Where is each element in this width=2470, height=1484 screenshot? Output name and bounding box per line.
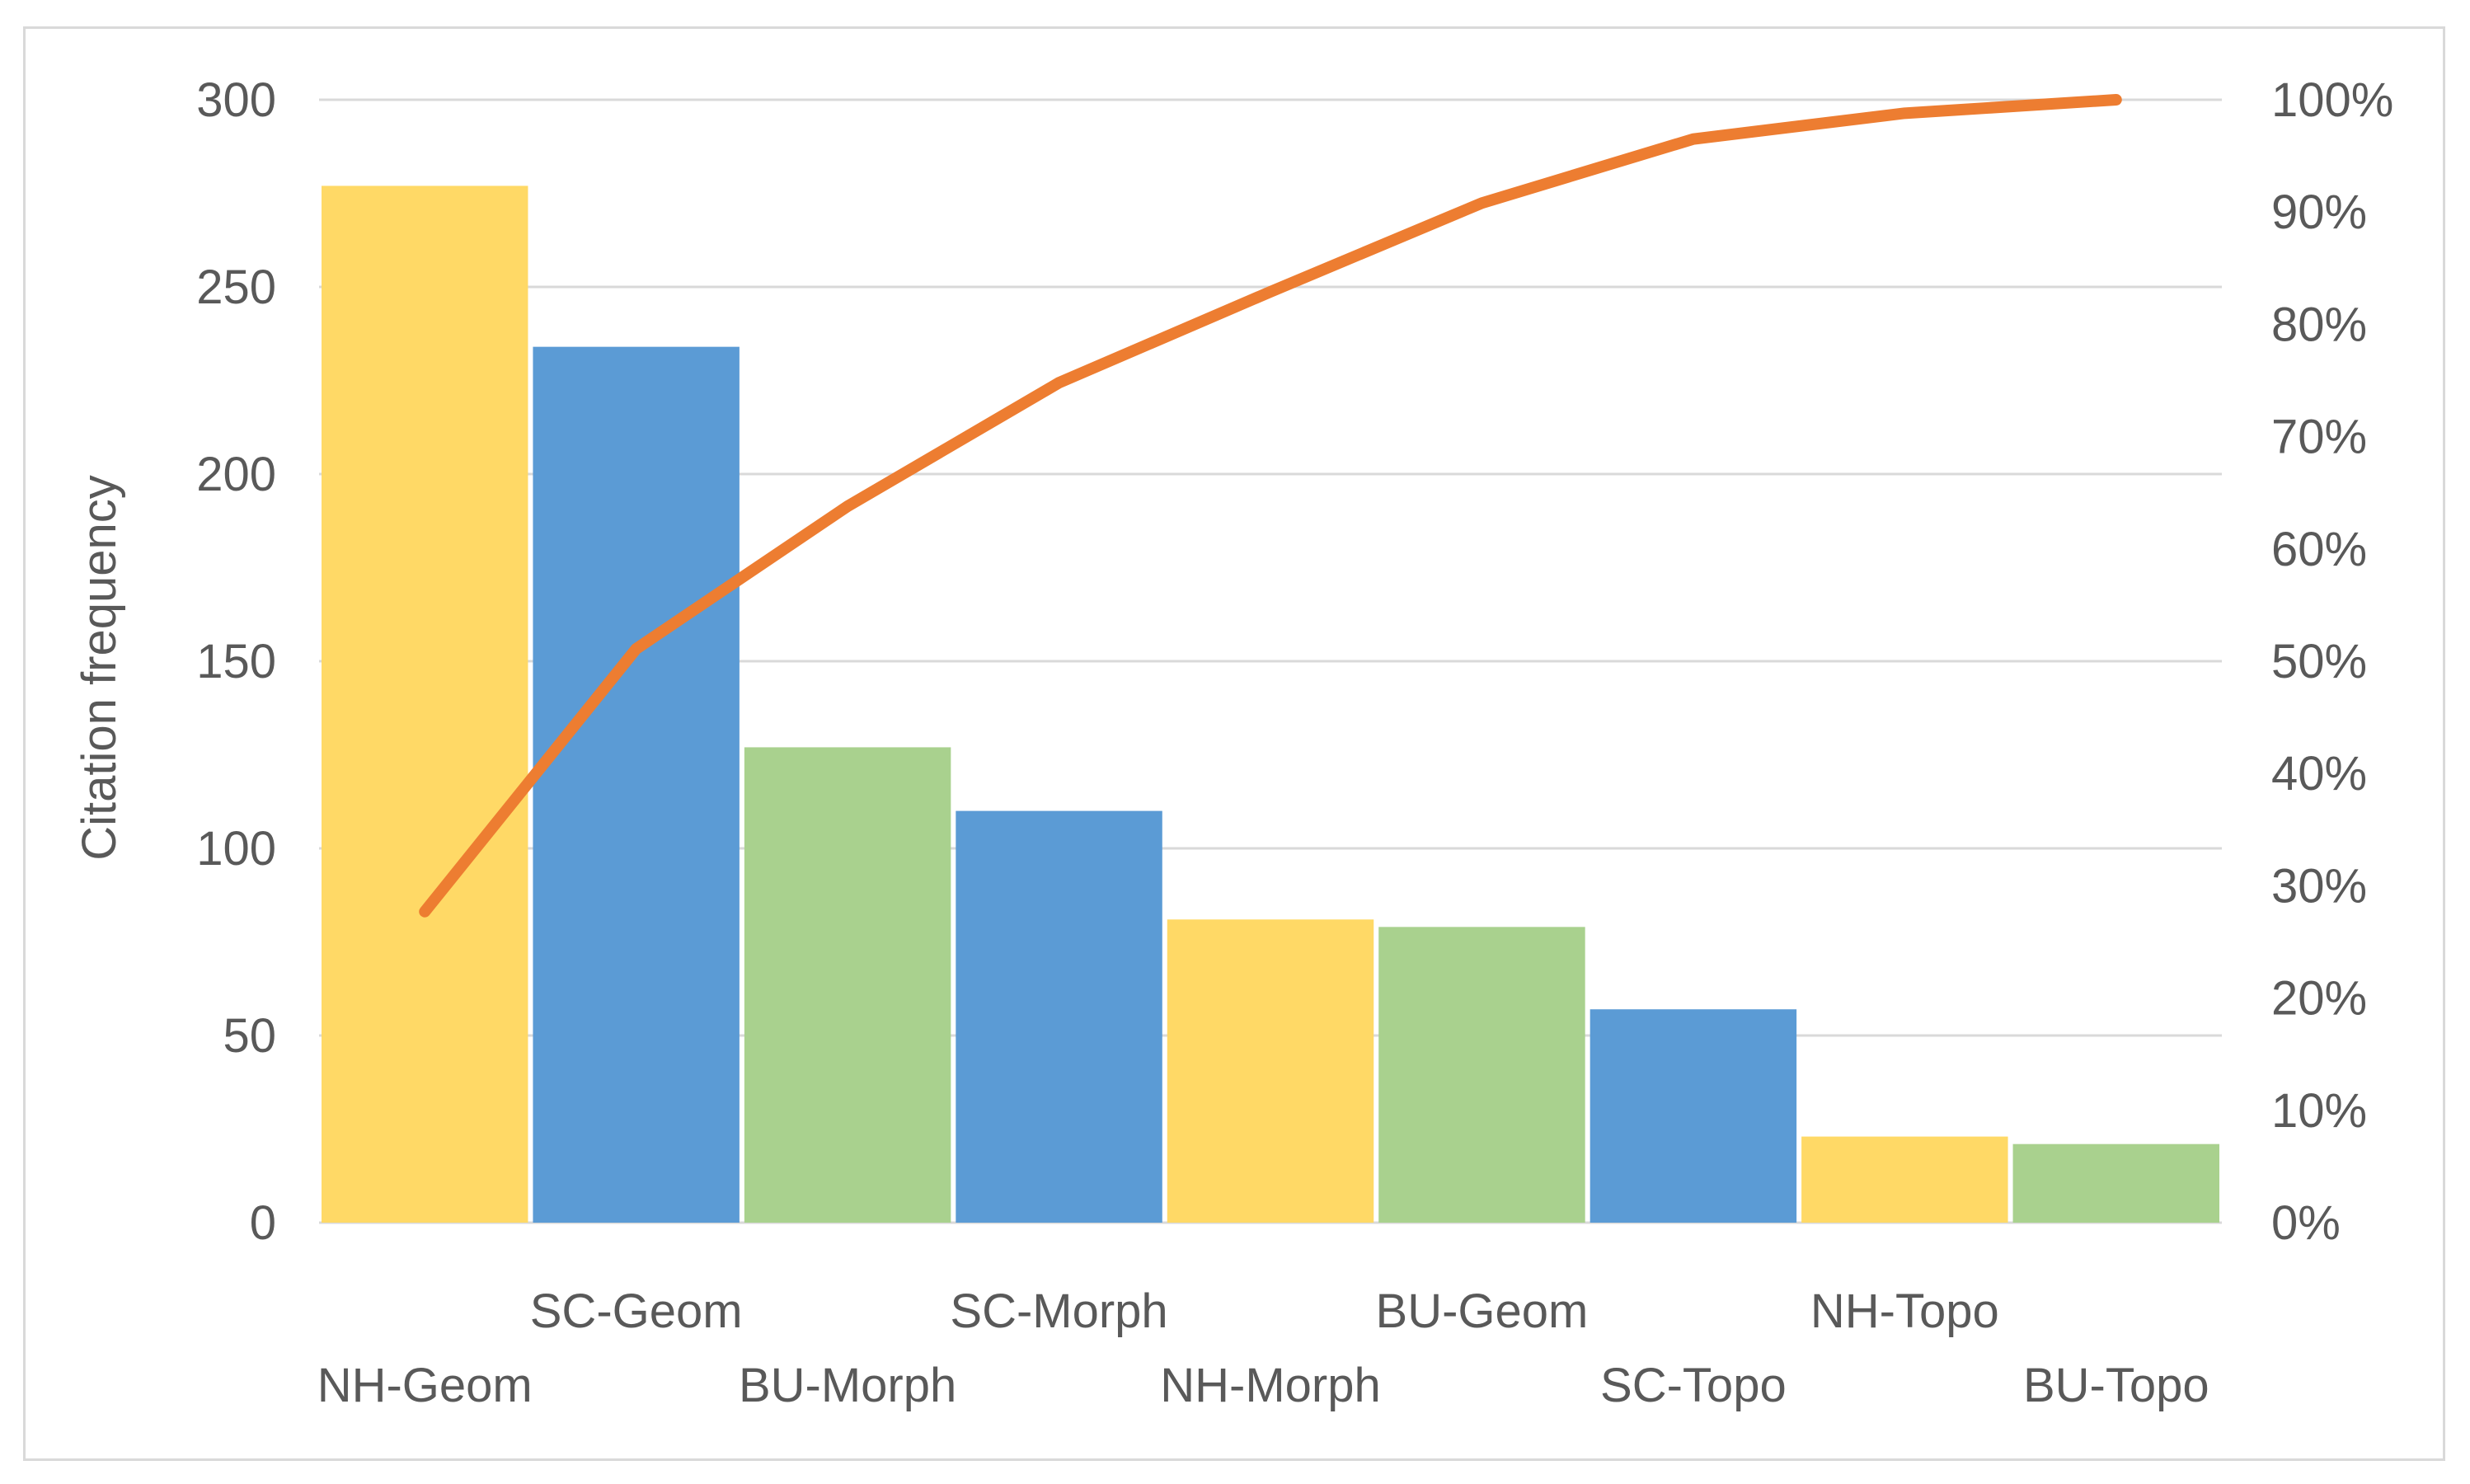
x-tick-label: SC-Morph xyxy=(950,1284,1167,1338)
x-tick-label: SC-Geom xyxy=(530,1284,743,1338)
y-tick-label: 200 xyxy=(196,448,276,501)
bar-sc-morph xyxy=(956,810,1162,1223)
y2-tick-label: 10% xyxy=(2271,1084,2367,1138)
bar-nh-topo xyxy=(1801,1136,2008,1223)
y-tick-label: 150 xyxy=(196,635,276,688)
y2-tick-label: 80% xyxy=(2271,298,2367,351)
bar-sc-topo xyxy=(1590,1009,1797,1223)
y-tick-label: 250 xyxy=(196,261,276,314)
primary-y-axis: 0 50 100 150 200 250 300 xyxy=(196,73,276,1250)
bar-nh-morph xyxy=(1167,919,1374,1223)
cumulative-line xyxy=(419,94,2122,918)
x-axis: NH-Geom SC-Geom BU-Morph SC-Morph NH-Morph BU… xyxy=(317,1284,2209,1412)
y2-tick-label: 100% xyxy=(2271,73,2393,127)
x-tick-label: BU-Geom xyxy=(1376,1284,1589,1338)
y2-tick-label: 40% xyxy=(2271,747,2367,801)
y2-tick-label: 0% xyxy=(2271,1196,2341,1250)
y-tick-label: 0 xyxy=(250,1196,276,1250)
x-tick-label: SC-Topo xyxy=(1600,1359,1787,1412)
bars xyxy=(322,186,2219,1223)
y2-tick-label: 70% xyxy=(2271,411,2367,464)
y2-tick-label: 20% xyxy=(2271,972,2367,1026)
bar-bu-topo xyxy=(2012,1144,2219,1223)
y2-tick-label: 30% xyxy=(2271,859,2367,913)
y-tick-label: 50 xyxy=(223,1009,276,1063)
bar-sc-geom xyxy=(533,346,740,1223)
bar-bu-geom xyxy=(1378,927,1585,1223)
y2-tick-label: 60% xyxy=(2271,523,2367,576)
y-tick-label: 100 xyxy=(196,822,276,876)
y2-tick-label: 50% xyxy=(2271,635,2367,688)
y-tick-label: 300 xyxy=(196,73,276,127)
x-tick-label: NH-Morph xyxy=(1160,1359,1381,1412)
x-tick-label: NH-Topo xyxy=(1810,1284,1999,1338)
bar-nh-geom xyxy=(322,186,528,1223)
x-tick-label: BU-Topo xyxy=(2023,1359,2209,1412)
y2-tick-label: 90% xyxy=(2271,186,2367,239)
secondary-y-axis: 0% 10% 20% 30% 40% 50% 60% 70% 80% 90% 100% xyxy=(2271,73,2393,1250)
bar-bu-morph xyxy=(744,747,951,1223)
cumulative-line-layer xyxy=(419,94,2122,918)
y-axis-title: Citation frequency xyxy=(73,475,126,860)
x-tick-label: BU-Morph xyxy=(739,1359,956,1412)
x-tick-label: NH-Geom xyxy=(317,1359,533,1412)
